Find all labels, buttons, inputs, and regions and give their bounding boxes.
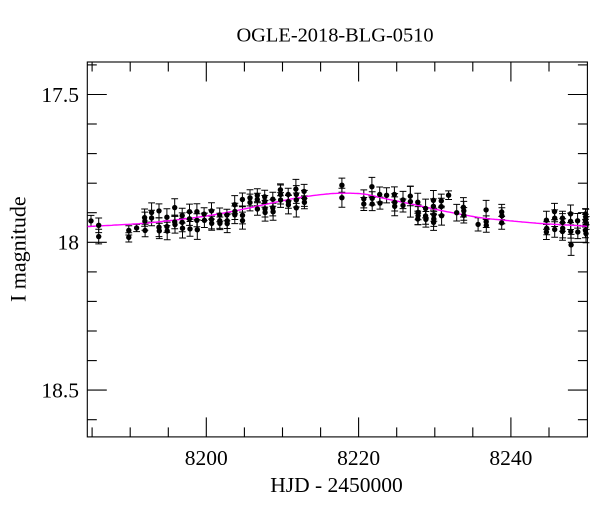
svg-text:8220: 8220: [337, 446, 380, 470]
svg-text:18.5: 18.5: [41, 378, 79, 402]
svg-text:18: 18: [58, 231, 80, 255]
svg-text:17.5: 17.5: [41, 83, 79, 107]
svg-text:8240: 8240: [489, 446, 532, 470]
svg-text:I magnitude: I magnitude: [5, 196, 30, 302]
svg-text:HJD - 2450000: HJD - 2450000: [270, 473, 403, 497]
svg-text:OGLE-2018-BLG-0510: OGLE-2018-BLG-0510: [236, 25, 433, 47]
svg-text:8200: 8200: [185, 446, 228, 470]
